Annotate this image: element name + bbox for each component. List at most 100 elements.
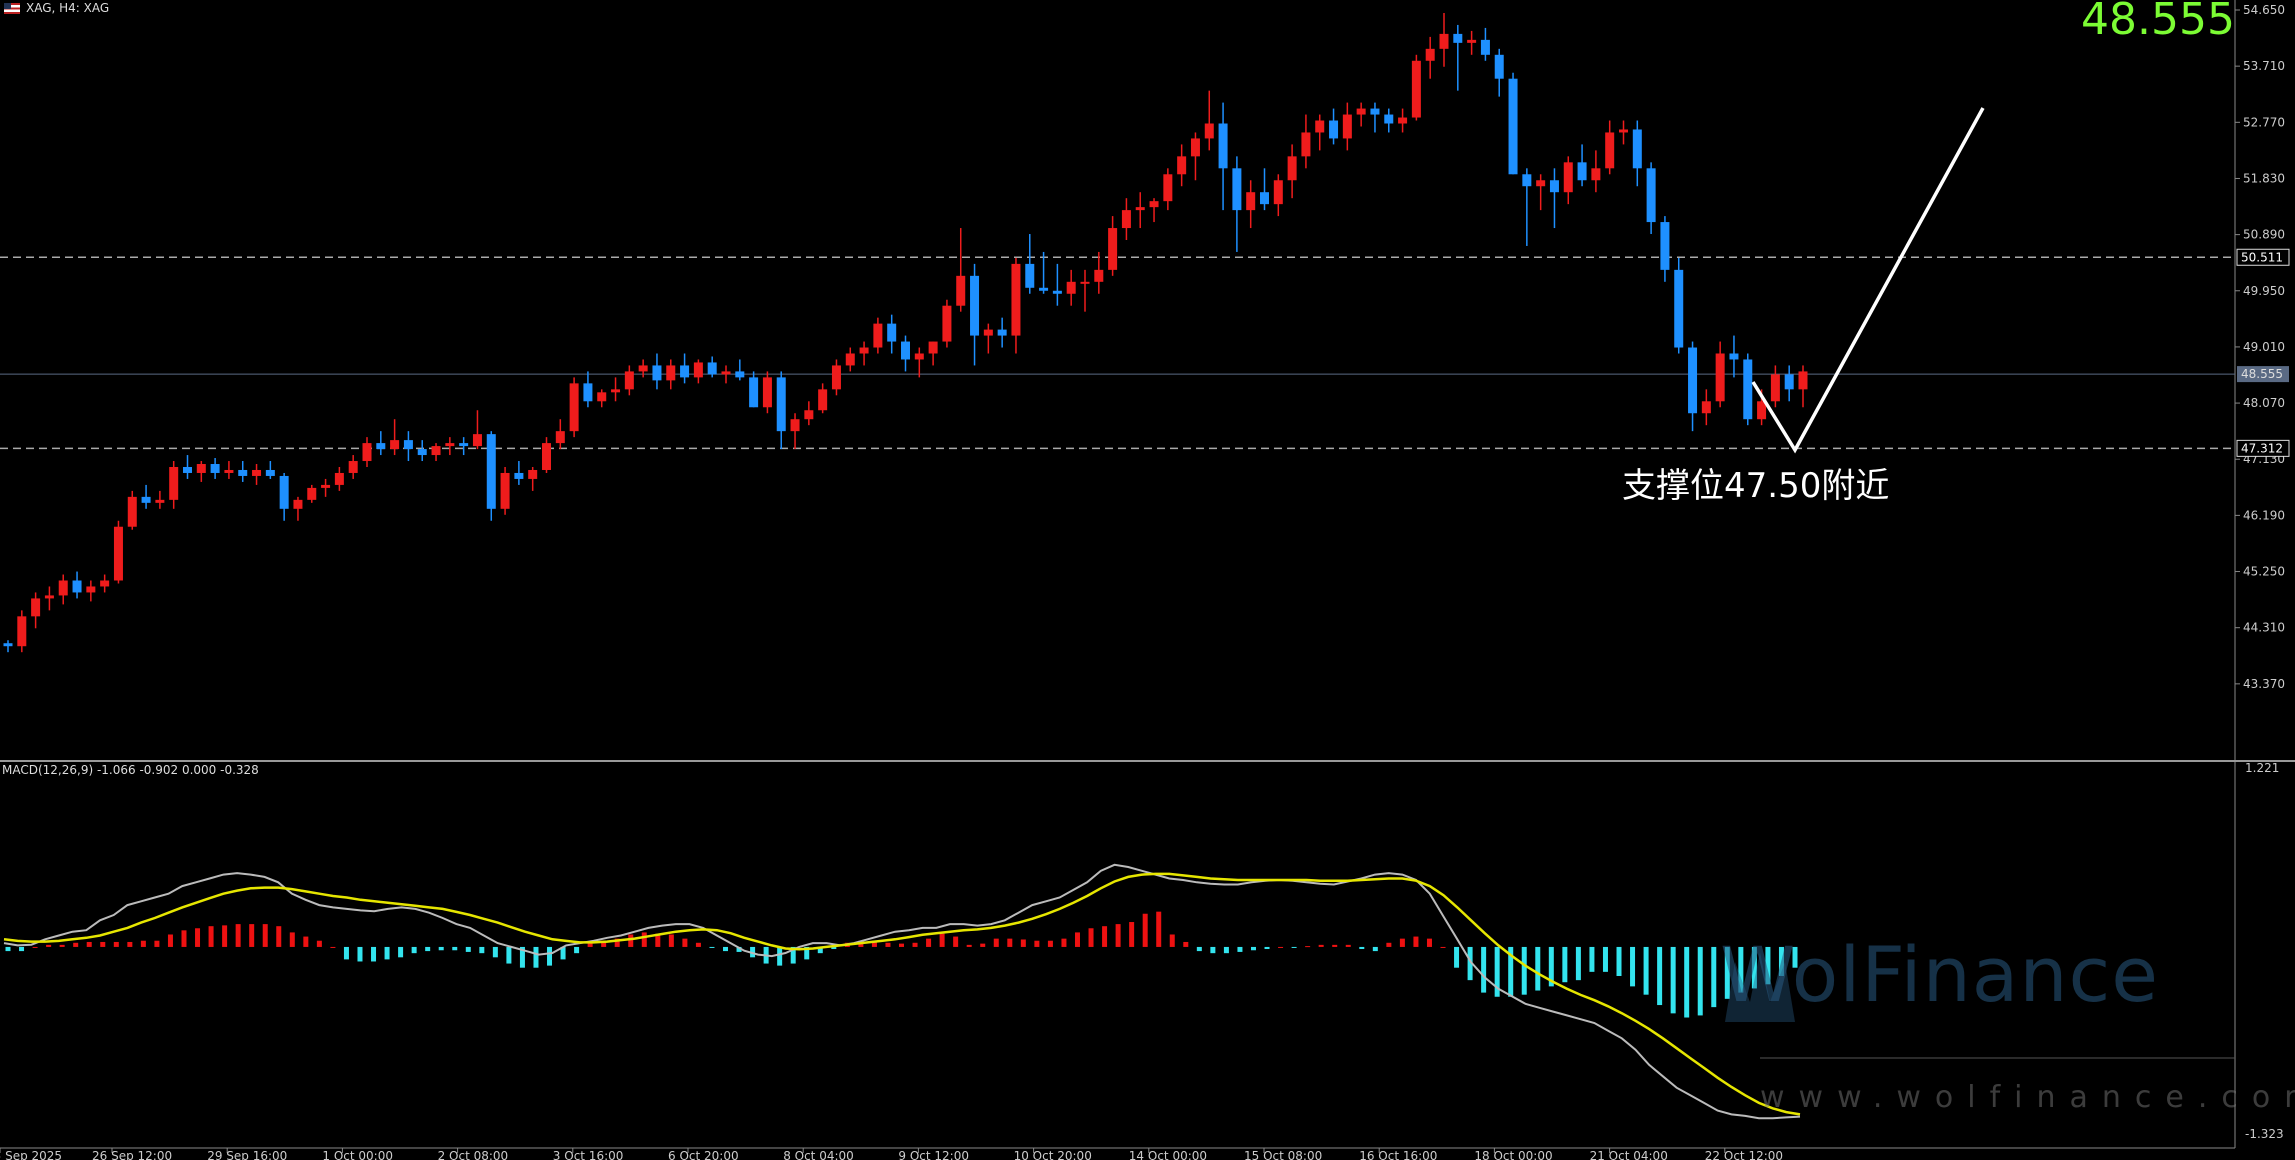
candle-body	[583, 383, 593, 402]
candle-body	[1232, 168, 1242, 211]
macd-histogram-bar	[154, 940, 160, 947]
macd-histogram-bar	[1643, 946, 1649, 995]
macd-histogram-bar	[343, 946, 349, 960]
candle-body	[970, 275, 980, 336]
candle-body	[873, 323, 883, 348]
candle-body	[58, 580, 68, 596]
price-tick-label: 44.310	[2243, 621, 2285, 635]
macd-histogram-bar	[289, 932, 295, 947]
candle-body	[1660, 222, 1670, 270]
macd-histogram-bar	[32, 946, 38, 948]
price-tick-label: 54.650	[2243, 3, 2285, 17]
candle-body	[666, 365, 676, 381]
macd-histogram-bar	[1778, 946, 1784, 976]
candle-body	[334, 472, 344, 485]
candle-body	[721, 371, 731, 375]
macd-histogram-bar	[1129, 922, 1135, 947]
candle-body	[1135, 207, 1145, 211]
candle-body	[1425, 48, 1435, 61]
macd-histogram-bar	[709, 946, 715, 948]
candle-body	[252, 469, 262, 476]
candle-body	[44, 595, 54, 599]
macd-histogram-bar	[1386, 942, 1392, 947]
macd-histogram-bar	[614, 938, 620, 947]
macd-histogram-bar	[438, 946, 444, 951]
candle-body	[307, 487, 317, 500]
candle-body	[776, 377, 786, 432]
candle-body	[1784, 374, 1794, 390]
candle-body	[459, 443, 469, 447]
chart-header: XAG, H4: XAG	[4, 0, 109, 16]
candle-body	[956, 275, 966, 306]
candle-body	[1011, 263, 1021, 336]
macd-histogram-bar	[926, 938, 932, 947]
macd-histogram-bar	[1115, 924, 1121, 947]
macd-histogram-bar	[1657, 946, 1663, 1006]
candle-body	[210, 464, 220, 473]
macd-histogram-bar	[1697, 946, 1703, 1016]
macd-histogram-bar	[303, 936, 309, 947]
symbol-label: XAG, H4: XAG	[26, 1, 110, 15]
candle-body	[1770, 374, 1780, 402]
macd-histogram-bar	[1223, 946, 1229, 954]
candle-body	[818, 389, 828, 411]
candle-body	[901, 341, 910, 360]
trend-arrow-line	[1751, 107, 1985, 454]
time-tick-label: 21 Oct 04:00	[1590, 1149, 1668, 1160]
macd-histogram-bar	[140, 940, 146, 947]
macd-histogram-bar	[1020, 939, 1026, 947]
macd-histogram-bar	[1305, 946, 1311, 948]
macd-histogram-bar	[1074, 932, 1080, 947]
macd-histogram-bar	[1711, 946, 1717, 1008]
candle-body	[1757, 401, 1767, 420]
macd-histogram-bar	[452, 946, 458, 951]
candle-body	[1163, 174, 1173, 202]
candle-body	[72, 580, 82, 593]
candle-body	[224, 469, 234, 473]
price-tick-label: 46.190	[2243, 508, 2285, 522]
candle-body	[1494, 54, 1504, 79]
candle-body	[693, 362, 703, 378]
candle-body	[1301, 132, 1311, 157]
macd-histogram-bar	[1440, 946, 1446, 948]
macd-histogram-bar	[1169, 934, 1175, 947]
level-price-tag-label: 48.555	[2241, 367, 2283, 381]
candle-body	[1039, 287, 1049, 291]
macd-histogram-bar	[1264, 946, 1270, 950]
candle-body	[997, 329, 1007, 336]
candle-body	[1121, 210, 1131, 229]
macd-histogram-bar	[465, 946, 471, 952]
macd-histogram-bar	[1278, 946, 1284, 948]
time-tick-label: 22 Oct 12:00	[1705, 1149, 1783, 1160]
candle-body	[887, 323, 897, 342]
macd-histogram-bar	[560, 946, 566, 960]
macd-histogram-bar	[1102, 926, 1108, 947]
macd-histogram-bar	[1738, 946, 1744, 993]
macd-histogram-bar	[641, 932, 647, 947]
candle-body	[1260, 192, 1269, 205]
macd-histogram-bar	[533, 946, 539, 968]
candle-body	[1273, 180, 1283, 205]
macd-histogram-bar	[601, 940, 607, 947]
level-price-tag	[2236, 248, 2290, 266]
macd-histogram-bar	[5, 946, 11, 952]
macd-histogram-bar	[235, 924, 241, 947]
macd-histogram-bar	[1792, 946, 1798, 968]
candle-body	[707, 362, 717, 375]
candle-body	[155, 499, 165, 503]
price-tick-label: 51.830	[2243, 171, 2285, 185]
candle-body	[1329, 120, 1339, 139]
macd-histogram-bar	[1724, 946, 1730, 999]
macd-histogram-bar	[1034, 940, 1040, 947]
candle-body	[1467, 39, 1477, 43]
macd-histogram-bar	[100, 941, 106, 947]
candle-body	[1619, 129, 1628, 133]
macd-histogram-bar	[1602, 946, 1608, 972]
macd-tick-label: 1.221	[2245, 761, 2279, 775]
macd-histogram-bar	[276, 926, 282, 947]
candle-body	[1315, 120, 1325, 133]
macd-histogram-bar	[736, 946, 742, 952]
macd-histogram-bar	[899, 943, 904, 947]
macd-histogram-bar	[86, 941, 92, 947]
price-tick-label: 49.010	[2243, 340, 2285, 354]
